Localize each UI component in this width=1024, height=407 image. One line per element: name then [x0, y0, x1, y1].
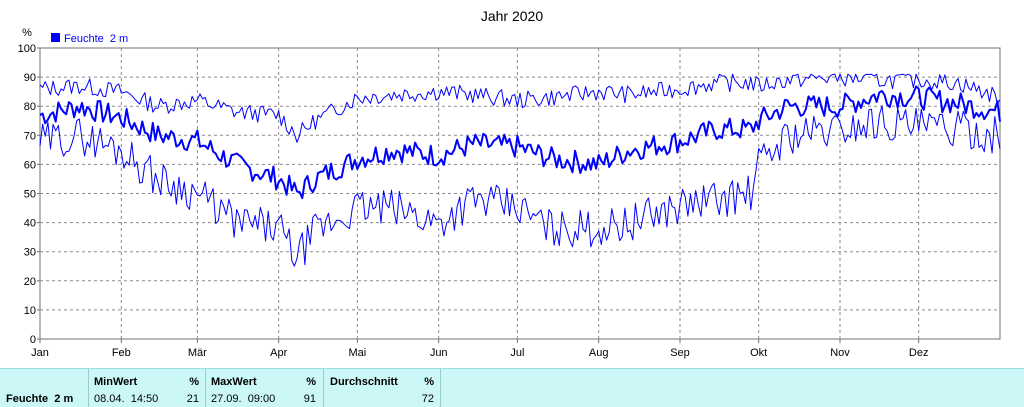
max-label: MaxWert — [211, 376, 257, 388]
avg-unit: % — [424, 376, 434, 388]
x-tick-label: Apr — [270, 347, 287, 359]
series-line-min — [39, 105, 1001, 267]
max-value: 91 — [303, 393, 316, 405]
max-unit: % — [306, 376, 316, 388]
y-tick-label: 80 — [24, 101, 36, 113]
x-tick-label: Feb — [112, 347, 131, 359]
y-tick-label: 0 — [30, 334, 36, 346]
statistics-bar: Feuchte 2 m MinWert % 08.04. 14:50 21 Ma… — [0, 368, 1024, 407]
y-axis-ticks: 0 10 20 30 40 50 60 70 80 90 100 — [18, 43, 40, 346]
y-axis-unit: % — [22, 27, 32, 39]
y-tick-label: 50 — [24, 189, 36, 201]
x-axis-ticks: Jan Feb Mär Apr Mai Jun Jul Aug Sep Okt Nov Dez — [31, 339, 928, 359]
legend-label: Feuchte 2 m — [64, 33, 128, 45]
avg-cell: Durchschnitt % 72 — [323, 369, 441, 407]
y-tick-label: 20 — [24, 276, 36, 288]
x-tick-label: Aug — [589, 347, 609, 359]
avg-value: 72 — [421, 393, 434, 405]
humidity-chart: Jahr 2020 % Feuchte 2 m 0 10 20 30 40 50 60 70 8… — [18, 8, 1001, 359]
min-when: 08.04. 14:50 — [94, 393, 159, 405]
series-line-mean — [39, 85, 1001, 200]
y-tick-label: 40 — [24, 218, 36, 230]
series-lines — [39, 73, 1001, 267]
x-tick-label: Mai — [349, 347, 367, 359]
legend-swatch — [51, 33, 60, 42]
y-tick-label: 60 — [24, 159, 36, 171]
y-tick-label: 30 — [24, 247, 36, 259]
stats-row-label: Feuchte 2 m — [6, 393, 74, 405]
y-tick-label: 100 — [18, 43, 36, 55]
series-line-max — [39, 73, 1001, 143]
x-tick-label: Jun — [430, 347, 448, 359]
x-tick-label: Okt — [750, 347, 767, 359]
x-tick-label: Jul — [510, 347, 524, 359]
min-label: MinWert — [94, 376, 138, 388]
min-unit: % — [189, 376, 199, 388]
max-when: 27.09. 09:00 — [211, 393, 276, 405]
y-tick-label: 90 — [24, 72, 36, 84]
x-tick-label: Mär — [188, 347, 207, 359]
chart-title: Jahr 2020 — [481, 8, 543, 24]
x-tick-label: Dez — [909, 347, 929, 359]
min-cell: MinWert % 08.04. 14:50 21 — [88, 369, 205, 407]
x-tick-label: Sep — [670, 347, 690, 359]
x-tick-label: Jan — [31, 347, 49, 359]
avg-label: Durchschnitt — [330, 376, 398, 388]
x-tick-label: Nov — [830, 347, 850, 359]
max-cell: MaxWert % 27.09. 09:00 91 — [205, 369, 322, 407]
y-tick-label: 70 — [24, 130, 36, 142]
y-tick-label: 10 — [24, 305, 36, 317]
min-value: 21 — [186, 393, 199, 405]
